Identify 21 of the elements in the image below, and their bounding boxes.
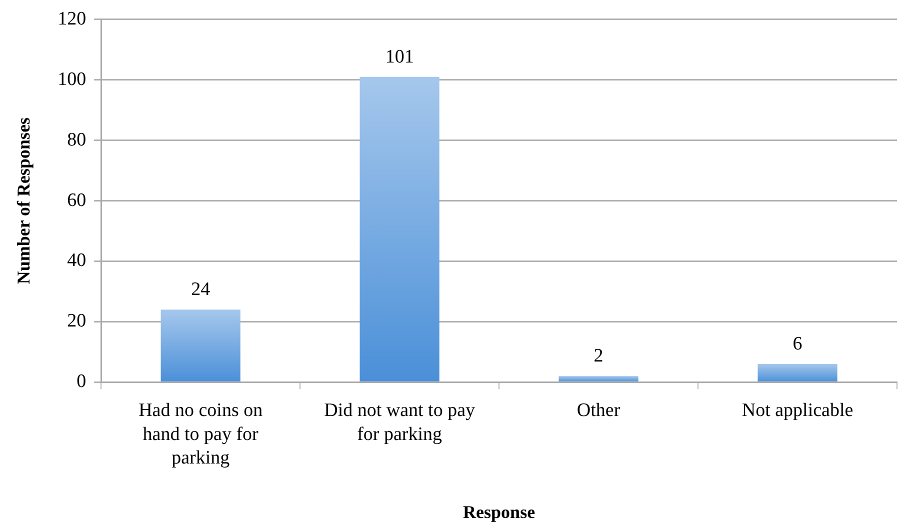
bar [558, 376, 638, 382]
y-tick-label: 60 [67, 190, 86, 211]
data-label: 101 [385, 46, 414, 68]
x-axis-title: Response [463, 502, 536, 522]
bar [160, 310, 240, 382]
y-tick-label: 120 [58, 8, 86, 30]
data-label: 24 [191, 279, 211, 300]
x-tick-label: Not applicable [742, 400, 854, 422]
y-tick-label: 40 [67, 250, 86, 272]
x-tick-label: Other [576, 400, 621, 422]
y-tick-label: 0 [76, 371, 86, 392]
y-tick-label: 100 [58, 68, 86, 90]
x-tick-label: Did not want to pay for parking [324, 400, 476, 445]
y-axis-title: Number of Responses [13, 117, 34, 284]
bar [360, 76, 440, 382]
x-tick-label: Had no coins on hand to pay for parking [138, 400, 264, 469]
bar [758, 364, 838, 382]
y-tick-label: 20 [67, 310, 86, 332]
y-tick-label: 80 [67, 129, 86, 150]
data-label: 2 [594, 346, 604, 367]
data-label: 6 [792, 333, 802, 354]
